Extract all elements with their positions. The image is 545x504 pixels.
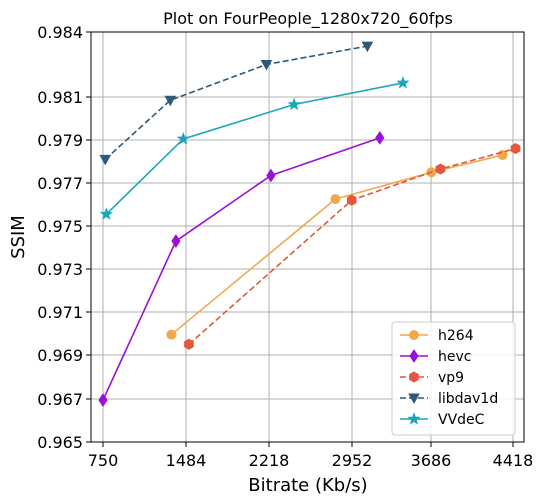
chart-title: Plot on FourPeople_1280x720_60fps — [163, 9, 453, 29]
series-line-libdav1d — [104, 45, 368, 160]
series-line-vp9 — [188, 147, 516, 345]
y-axis-label: SSIM — [8, 215, 29, 259]
legend-item-h264: h264 — [400, 328, 474, 344]
grid — [91, 31, 524, 443]
y-tick-label: 0.967 — [37, 390, 83, 409]
x-tick-label: 1484 — [166, 451, 207, 470]
y-axis: 0.965 0.967 0.969 0.971 0.973 0.975 0.977 0.979… — [37, 23, 91, 452]
series-hevc — [98, 130, 385, 407]
data-point-hevc — [375, 130, 385, 145]
y-tick-label: 0.965 — [37, 433, 83, 452]
legend-box — [391, 321, 516, 436]
x-tick-label: 4418 — [493, 451, 534, 470]
series-VVdeC — [99, 75, 410, 220]
x-axis-label: Bitrate (Kb/s) — [248, 475, 367, 496]
series-libdav1d — [99, 41, 374, 166]
y-tick-label: 0.975 — [37, 217, 83, 236]
legend: h264 hevc vp9 libdav1d VVdeC — [391, 321, 516, 436]
legend-item-VVdeC: VVdeC — [400, 412, 485, 428]
data-point-hevc — [98, 393, 108, 407]
x-tick-label: 2218 — [249, 451, 290, 470]
data-point-libdav1d — [164, 95, 177, 107]
data-point-hevc — [171, 234, 181, 248]
series-line-hevc — [102, 137, 381, 401]
legend-label: libdav1d — [438, 391, 498, 407]
legend-item-hevc: hevc — [400, 349, 471, 365]
legend-label: VVdeC — [438, 412, 485, 428]
data-point-vp9 — [346, 194, 357, 206]
data-point-h264 — [166, 329, 177, 340]
data-point-vp9 — [435, 163, 446, 175]
data-point-VVdeC — [176, 132, 190, 145]
legend-marker — [408, 393, 420, 405]
data-point-VVdeC — [287, 97, 301, 111]
legend-marker — [409, 349, 419, 363]
x-axis: 750 1484 2218 2952 3686 4418 — [88, 442, 534, 470]
y-tick-label: 0.977 — [37, 174, 83, 193]
plot-frame — [90, 31, 525, 443]
legend-marker — [407, 412, 421, 425]
series-vp9 — [184, 143, 521, 350]
legend-marker — [409, 330, 419, 340]
data-point-vp9 — [184, 338, 194, 350]
legend-marker — [409, 371, 419, 383]
legend-item-vp9: vp9 — [400, 370, 464, 386]
data-point-h264 — [330, 194, 341, 205]
series-layer — [98, 41, 521, 407]
series-line-h264 — [170, 154, 503, 336]
data-point-VVdeC — [396, 75, 410, 89]
x-tick-label: 750 — [88, 451, 119, 470]
y-tick-label: 0.973 — [37, 260, 83, 279]
x-tick-label: 2952 — [332, 451, 373, 470]
data-point-libdav1d — [99, 154, 112, 166]
data-point-libdav1d — [361, 41, 374, 53]
data-point-vp9 — [510, 143, 521, 155]
y-tick-label: 0.981 — [37, 88, 83, 107]
legend-label: hevc — [438, 349, 471, 365]
y-tick-label: 0.969 — [37, 346, 83, 365]
y-tick-label: 0.971 — [37, 303, 83, 322]
legend-item-libdav1d: libdav1d — [400, 391, 498, 407]
data-point-hevc — [266, 168, 276, 183]
series-line-VVdeC — [105, 82, 404, 215]
legend-label: h264 — [438, 328, 474, 344]
y-tick-label: 0.979 — [37, 131, 83, 150]
legend-label: vp9 — [438, 370, 464, 386]
x-tick-label: 3686 — [411, 451, 452, 470]
y-tick-label: 0.984 — [37, 23, 83, 42]
data-point-VVdeC — [99, 207, 113, 220]
data-point-libdav1d — [260, 60, 273, 71]
